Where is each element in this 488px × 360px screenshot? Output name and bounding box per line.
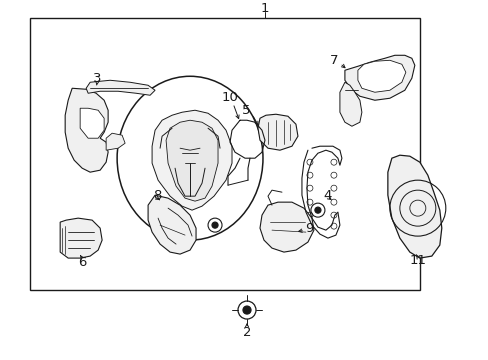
Circle shape <box>314 207 320 213</box>
Text: 6: 6 <box>78 256 86 269</box>
Polygon shape <box>357 60 405 92</box>
Polygon shape <box>166 120 218 201</box>
Polygon shape <box>339 82 361 126</box>
Bar <box>30 18 419 290</box>
Polygon shape <box>80 108 104 138</box>
Polygon shape <box>60 218 102 258</box>
Text: 8: 8 <box>153 189 161 202</box>
Polygon shape <box>260 202 313 252</box>
Polygon shape <box>387 155 441 258</box>
Text: 11: 11 <box>408 253 426 267</box>
Polygon shape <box>148 195 196 254</box>
Polygon shape <box>258 114 297 150</box>
Text: 3: 3 <box>93 72 101 85</box>
Text: 9: 9 <box>305 222 313 235</box>
Circle shape <box>212 222 218 228</box>
Polygon shape <box>86 80 155 95</box>
Text: 7: 7 <box>329 54 337 67</box>
Text: 2: 2 <box>242 325 251 338</box>
Polygon shape <box>152 110 231 210</box>
Circle shape <box>243 306 250 314</box>
Text: 1: 1 <box>260 2 269 15</box>
Polygon shape <box>65 88 108 172</box>
Polygon shape <box>106 133 125 150</box>
Text: 4: 4 <box>322 189 331 202</box>
Text: 10: 10 <box>221 91 238 104</box>
Polygon shape <box>344 55 414 100</box>
Text: 5: 5 <box>241 104 249 117</box>
